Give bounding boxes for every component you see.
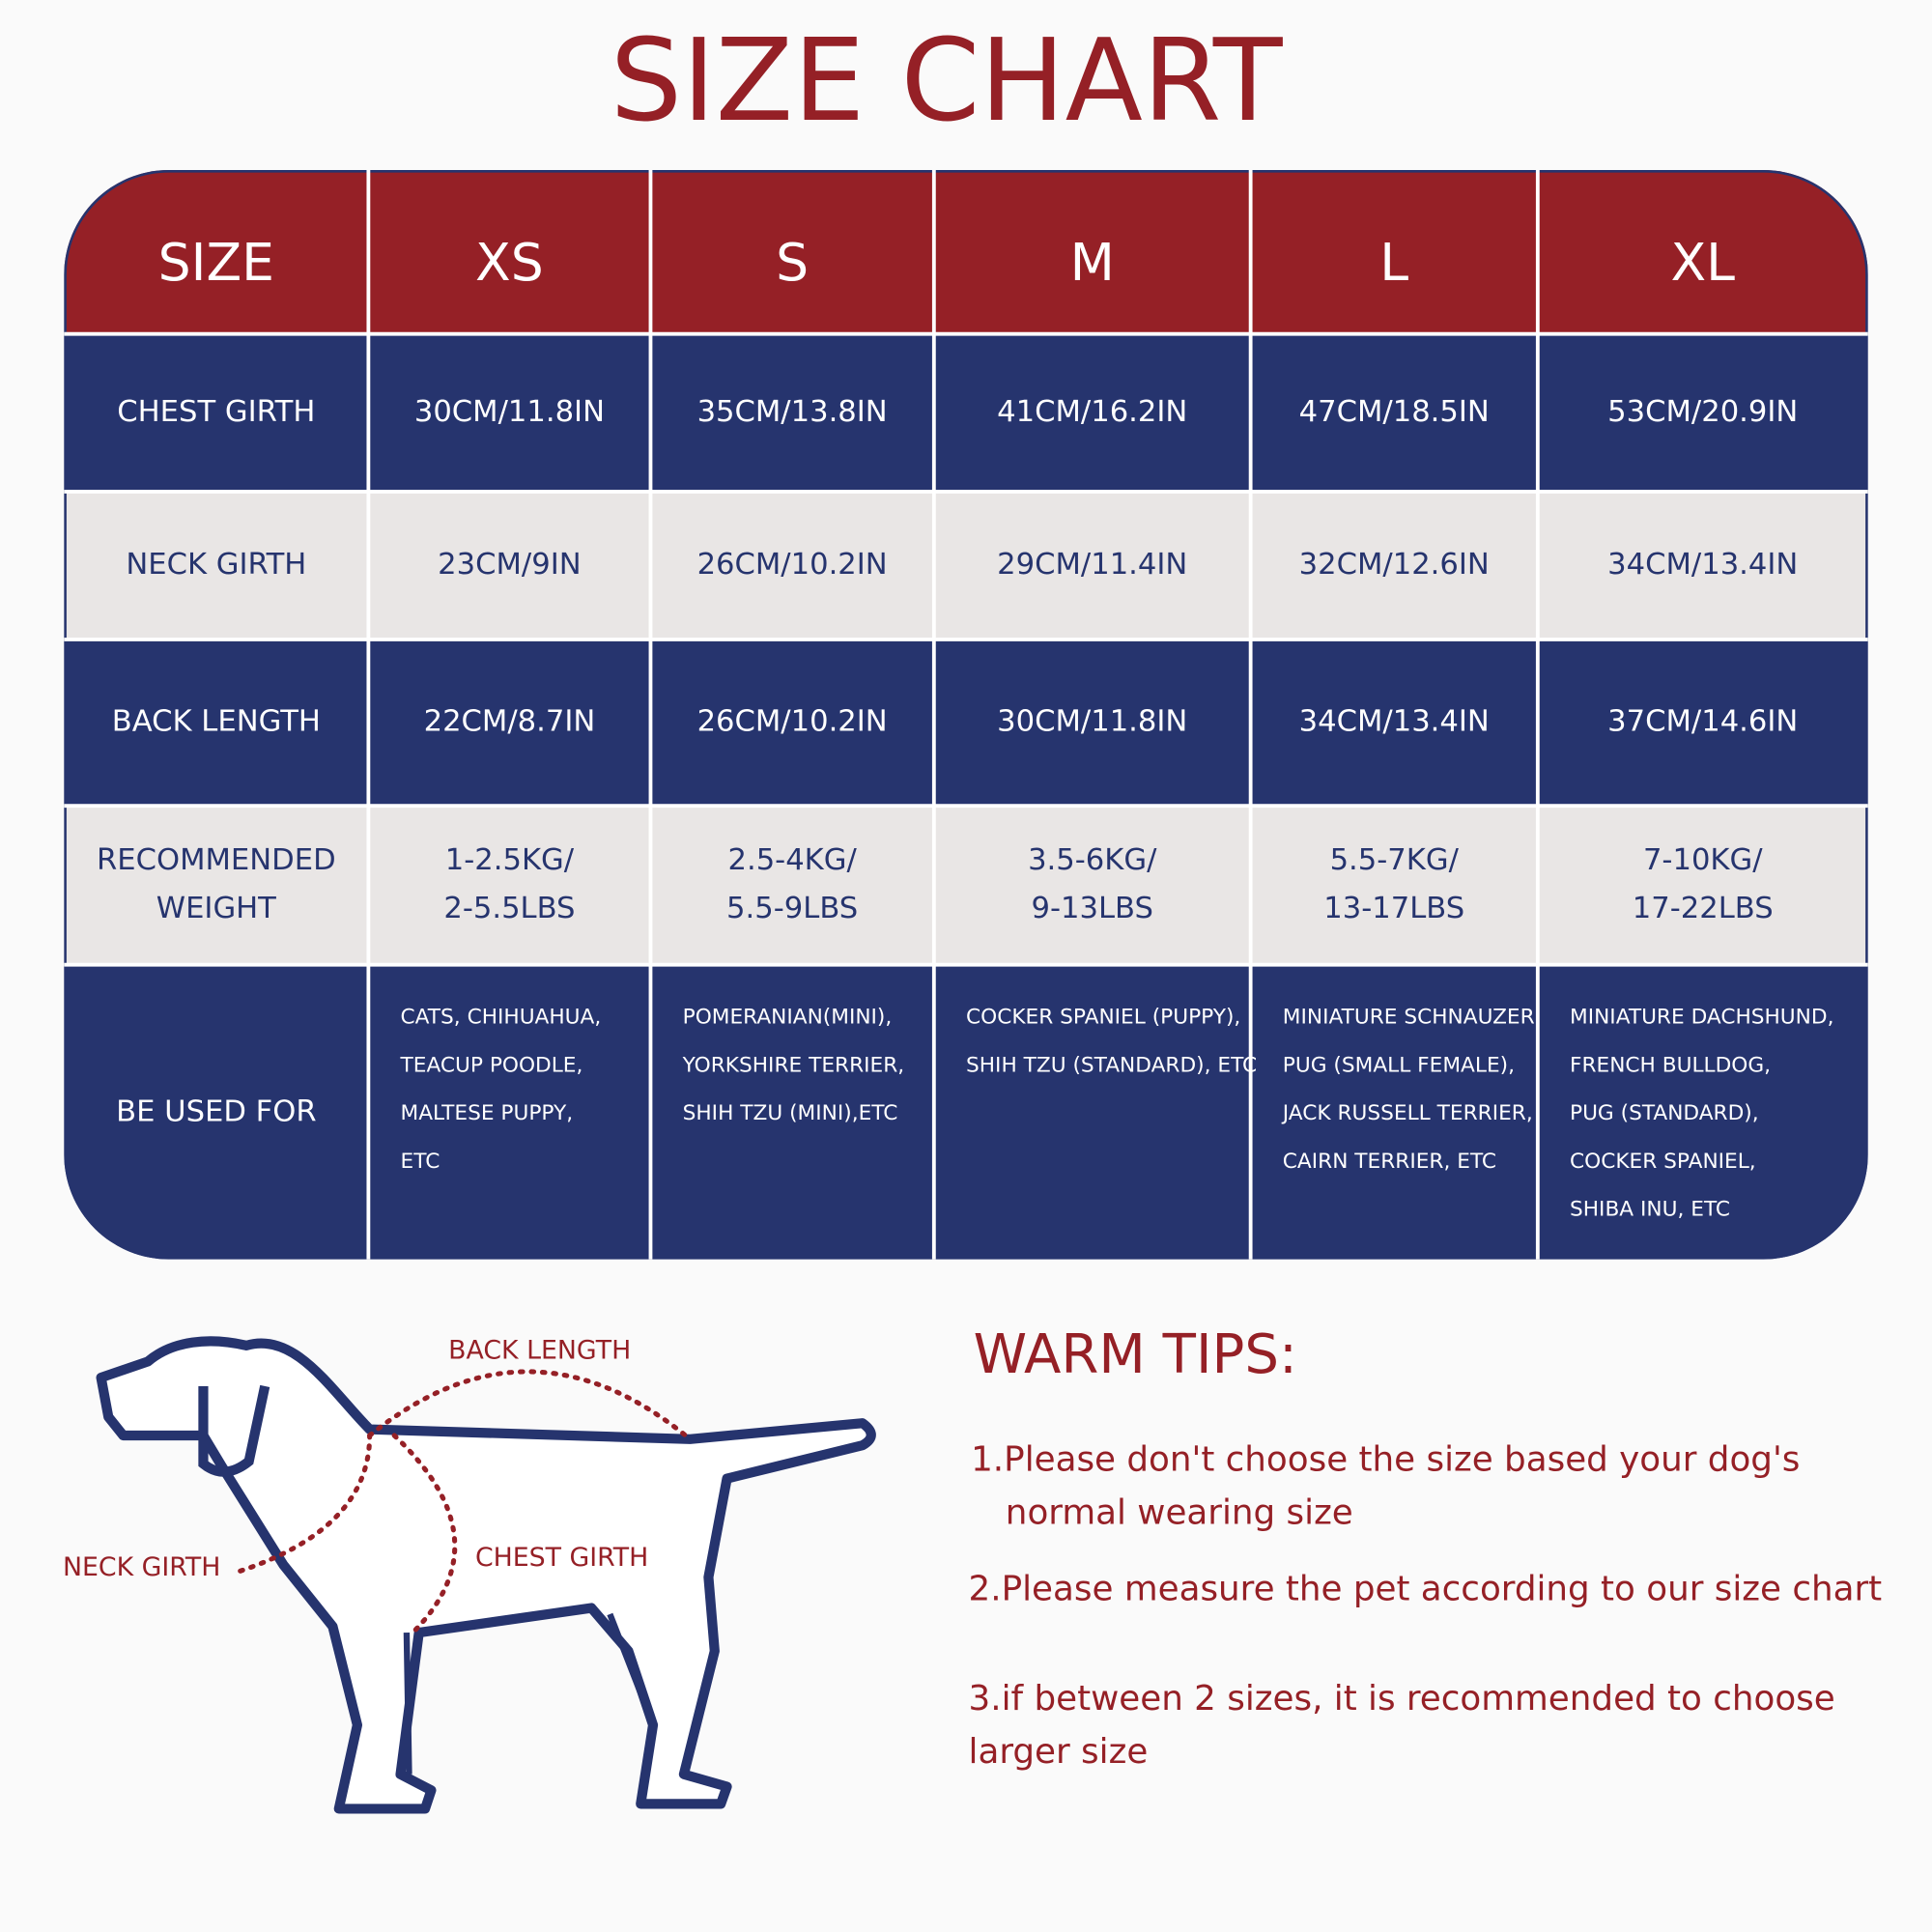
header-cell: L	[1379, 232, 1408, 293]
row-label: CHEST GIRTH	[117, 395, 315, 429]
tips-list: 1.Please don't choose the size based you…	[969, 1440, 1883, 1772]
header-cell: XL	[1670, 232, 1735, 293]
cell-text: MINIATURE DACHSHUND,	[1570, 1006, 1833, 1030]
cell-text: YORKSHIRE TERRIER,	[682, 1053, 905, 1077]
row-background	[64, 966, 1868, 1260]
header-cell: S	[776, 232, 809, 293]
cell-text: SHIBA INU, ETC	[1570, 1198, 1730, 1222]
back-dots	[367, 1369, 693, 1442]
cell-text: 30CM/11.8IN	[414, 395, 605, 429]
tip-line: normal wearing size	[1006, 1493, 1353, 1533]
cell-text: 26CM/10.2IN	[697, 548, 888, 582]
back-length-label: BACK LENGTH	[448, 1336, 631, 1366]
cell-text: FRENCH BULLDOG,	[1570, 1053, 1771, 1077]
header-cell: M	[1070, 232, 1115, 293]
cell-text: 30CM/11.8IN	[997, 705, 1187, 739]
dog-diagram	[96, 1336, 876, 1814]
cell-text: 2.5-4KG/	[727, 843, 857, 877]
row-label: BE USED FOR	[116, 1094, 317, 1128]
row-background	[64, 640, 1868, 805]
cell-text: 35CM/13.8IN	[697, 395, 888, 429]
row-background	[64, 807, 1868, 964]
row-label: RECOMMENDED	[97, 843, 336, 877]
cell-text: PUG (SMALL FEMALE),	[1283, 1053, 1515, 1077]
cell-text: 17-22LBS	[1633, 892, 1774, 925]
tip-line: 3.if between 2 sizes, it is recommended …	[969, 1679, 1835, 1719]
row-background	[64, 493, 1868, 639]
cell-text: ETC	[401, 1150, 440, 1174]
tips-title: WARM TIPS:	[974, 1323, 1297, 1386]
cell-text: 5.5-9LBS	[726, 892, 858, 925]
header-cell: XS	[475, 232, 544, 293]
cell-text: 53CM/20.9IN	[1607, 395, 1798, 429]
cell-text: CAIRN TERRIER, ETC	[1283, 1150, 1496, 1174]
cell-text: 23CM/9IN	[438, 548, 581, 582]
chest-girth-label: CHEST GIRTH	[475, 1543, 648, 1573]
row-label: BACK LENGTH	[112, 705, 321, 739]
neck-girth-label: NECK GIRTH	[63, 1552, 220, 1582]
tip-line: 2.Please measure the pet according to ou…	[969, 1570, 1883, 1609]
cell-text: 5.5-7KG/	[1330, 843, 1460, 877]
cell-text: POMERANIAN(MINI),	[683, 1006, 893, 1030]
row-background	[64, 170, 1868, 333]
header-cell: SIZE	[158, 232, 274, 293]
cell-text: CATS, CHIHUAHUA,	[401, 1006, 602, 1030]
cell-text: 1-2.5KG/	[445, 843, 575, 877]
cell-text: 13-17LBS	[1323, 892, 1464, 925]
row-label: NECK GIRTH	[126, 548, 306, 582]
cell-text: 34CM/13.4IN	[1299, 705, 1490, 739]
cell-text: 47CM/18.5IN	[1299, 395, 1490, 429]
cell-text: COCKER SPANIEL,	[1570, 1150, 1756, 1174]
cell-text: 26CM/10.2IN	[697, 705, 888, 739]
cell-text: 22CM/8.7IN	[424, 705, 596, 739]
cell-text: MINIATURE SCHNAUZER,	[1283, 1006, 1542, 1030]
cell-text: 32CM/12.6IN	[1299, 548, 1490, 582]
dog-outline	[96, 1336, 876, 1814]
neck-dots	[238, 1433, 373, 1574]
cell-text: 9-13LBS	[1032, 892, 1153, 925]
cell-text: SHIH TZU (MINI),ETC	[683, 1101, 898, 1125]
cell-text: 34CM/13.4IN	[1607, 548, 1798, 582]
cell-text: 37CM/14.6IN	[1607, 705, 1798, 739]
dog-leg-detail	[403, 1612, 656, 1775]
row-label: WEIGHT	[156, 892, 276, 925]
chest-dots	[391, 1433, 458, 1635]
cell-text: 29CM/11.4IN	[997, 548, 1187, 582]
dog-ear	[198, 1384, 270, 1477]
cell-text: SHIH TZU (STANDARD), ETC	[966, 1053, 1257, 1077]
table: SIZE XS S M L XL CHEST GIRTH 30CM/11.8IN 35CM/13…	[64, 170, 1868, 1260]
cell-text: 41CM/16.2IN	[997, 395, 1187, 429]
cell-text: 3.5-6KG/	[1028, 843, 1157, 877]
cell-text: COCKER SPANIEL (PUPPY),	[966, 1006, 1240, 1030]
cell-text: JACK RUSSELL TERRIER,	[1281, 1101, 1533, 1125]
cell-text: 7-10KG/	[1643, 843, 1763, 877]
title: SIZE CHART	[611, 14, 1284, 147]
cell-text: 2-5.5LBS	[443, 892, 575, 925]
cell-text: MALTESE PUPPY,	[401, 1101, 574, 1125]
tip-line: 1.Please don't choose the size based you…	[971, 1440, 1800, 1480]
cell-text: TEACUP POODLE,	[400, 1053, 583, 1077]
cell-text: PUG (STANDARD),	[1570, 1101, 1759, 1125]
row-background	[64, 334, 1868, 491]
tip-line: larger size	[969, 1732, 1149, 1772]
